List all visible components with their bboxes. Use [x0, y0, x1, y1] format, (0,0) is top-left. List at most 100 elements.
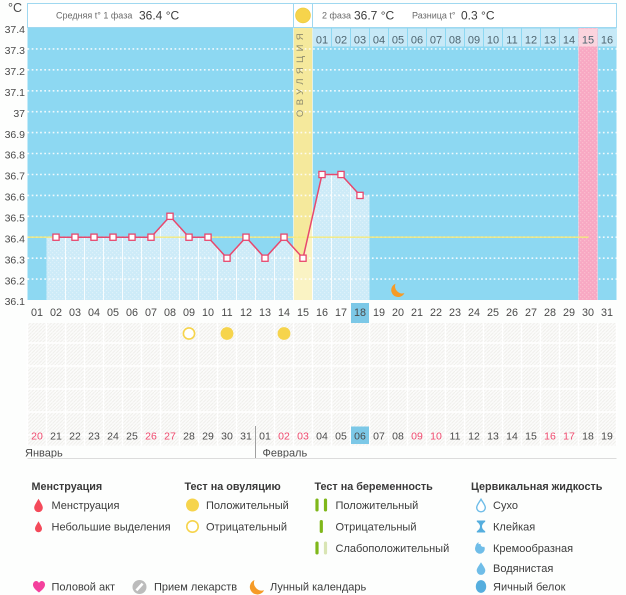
svg-text:24: 24	[468, 307, 480, 319]
svg-text:25: 25	[126, 431, 138, 443]
svg-text:Средняя t° 1 фаза: Средняя t° 1 фаза	[56, 11, 132, 21]
svg-text:01: 01	[31, 307, 43, 319]
svg-text:10: 10	[430, 431, 442, 443]
svg-text:09: 09	[183, 307, 195, 319]
svg-text:Разница t°: Разница t°	[412, 11, 456, 21]
svg-text:Прием лекарств: Прием лекарств	[154, 582, 237, 594]
svg-text:10: 10	[202, 307, 214, 319]
svg-text:Небольшие выделения: Небольшие выделения	[52, 522, 171, 534]
svg-text:05: 05	[107, 307, 119, 319]
svg-text:27: 27	[525, 307, 537, 319]
svg-text:2 фаза: 2 фаза	[322, 11, 351, 21]
svg-text:07: 07	[430, 34, 442, 46]
svg-text:14: 14	[506, 431, 518, 443]
svg-text:°C: °C	[8, 1, 22, 15]
svg-text:21: 21	[50, 431, 62, 443]
svg-text:13: 13	[544, 34, 556, 46]
svg-text:Лунный календарь: Лунный календарь	[270, 582, 367, 594]
svg-text:30: 30	[582, 307, 594, 319]
svg-text:17: 17	[563, 431, 575, 443]
svg-text:11: 11	[450, 431, 461, 443]
svg-text:16: 16	[601, 34, 613, 46]
svg-text:11: 11	[506, 34, 517, 46]
svg-text:02: 02	[278, 431, 290, 443]
svg-text:28: 28	[183, 431, 195, 443]
svg-text:Сухо: Сухо	[493, 500, 518, 512]
svg-text:01: 01	[316, 34, 328, 46]
svg-text:23: 23	[88, 431, 100, 443]
svg-text:06: 06	[126, 307, 138, 319]
svg-text:03: 03	[69, 307, 81, 319]
svg-text:04: 04	[373, 34, 385, 46]
svg-text:20: 20	[31, 431, 43, 443]
svg-text:12: 12	[240, 307, 252, 319]
svg-text:20: 20	[392, 307, 404, 319]
svg-text:12: 12	[468, 431, 480, 443]
svg-text:Отрицательный: Отрицательный	[206, 522, 287, 534]
svg-text:11: 11	[221, 307, 232, 319]
svg-text:05: 05	[335, 431, 347, 443]
svg-text:Клейкая: Клейкая	[493, 522, 535, 534]
svg-text:06: 06	[354, 431, 366, 443]
svg-text:23: 23	[449, 307, 461, 319]
svg-text:Февраль: Февраль	[263, 448, 308, 460]
svg-text:12: 12	[525, 34, 537, 46]
svg-text:Кремообразная: Кремообразная	[493, 543, 573, 555]
svg-text:36.6: 36.6	[5, 192, 26, 204]
svg-text:03: 03	[354, 34, 366, 46]
svg-text:22: 22	[430, 307, 442, 319]
svg-text:Январь: Январь	[25, 448, 63, 460]
svg-text:08: 08	[164, 307, 176, 319]
svg-text:Отрицательный: Отрицательный	[336, 522, 417, 534]
svg-text:Тест на беременность: Тест на беременность	[315, 481, 434, 493]
svg-text:16: 16	[544, 431, 556, 443]
svg-text:01: 01	[259, 431, 271, 443]
svg-text:26: 26	[506, 307, 518, 319]
svg-text:37.4: 37.4	[5, 24, 26, 36]
svg-text:36.7 °C: 36.7 °C	[354, 9, 394, 23]
svg-text:04: 04	[88, 307, 100, 319]
svg-text:04: 04	[316, 431, 328, 443]
svg-text:36.5: 36.5	[5, 213, 26, 225]
svg-text:19: 19	[373, 307, 385, 319]
svg-text:07: 07	[373, 431, 385, 443]
svg-text:30: 30	[221, 431, 233, 443]
svg-text:31: 31	[240, 431, 252, 443]
svg-text:36.8: 36.8	[5, 150, 26, 162]
svg-text:36.1: 36.1	[5, 296, 26, 308]
svg-text:09: 09	[411, 431, 423, 443]
svg-text:36.7: 36.7	[5, 171, 26, 183]
svg-text:05: 05	[392, 34, 404, 46]
svg-text:13: 13	[259, 307, 271, 319]
svg-text:Менструация: Менструация	[52, 500, 120, 512]
svg-text:Водянистая: Водянистая	[493, 563, 553, 575]
svg-text:13: 13	[487, 431, 499, 443]
svg-text:37: 37	[13, 108, 25, 120]
svg-text:21: 21	[411, 307, 423, 319]
svg-text:15: 15	[297, 307, 309, 319]
svg-text:36.4 °C: 36.4 °C	[139, 9, 179, 23]
svg-text:37.3: 37.3	[5, 45, 26, 57]
svg-text:18: 18	[582, 431, 594, 443]
svg-text:22: 22	[69, 431, 81, 443]
svg-text:25: 25	[487, 307, 499, 319]
svg-text:17: 17	[335, 307, 347, 319]
svg-text:14: 14	[563, 34, 575, 46]
svg-text:Тест на овуляцию: Тест на овуляцию	[185, 481, 281, 493]
svg-text:14: 14	[278, 307, 290, 319]
svg-text:06: 06	[411, 34, 423, 46]
svg-text:16: 16	[316, 307, 328, 319]
svg-text:24: 24	[107, 431, 119, 443]
svg-text:36.4: 36.4	[5, 233, 26, 245]
svg-text:03: 03	[297, 431, 309, 443]
svg-text:Положительный: Положительный	[336, 500, 419, 512]
svg-text:Цервикальная жидкость: Цервикальная жидкость	[471, 481, 603, 493]
svg-text:07: 07	[145, 307, 157, 319]
svg-text:Положительный: Положительный	[206, 500, 289, 512]
svg-text:Половой акт: Половой акт	[52, 582, 116, 594]
svg-text:08: 08	[392, 431, 404, 443]
svg-text:02: 02	[335, 34, 347, 46]
svg-text:09: 09	[468, 34, 480, 46]
svg-text:Яичный белок: Яичный белок	[493, 582, 566, 594]
svg-text:36.3: 36.3	[5, 254, 26, 266]
